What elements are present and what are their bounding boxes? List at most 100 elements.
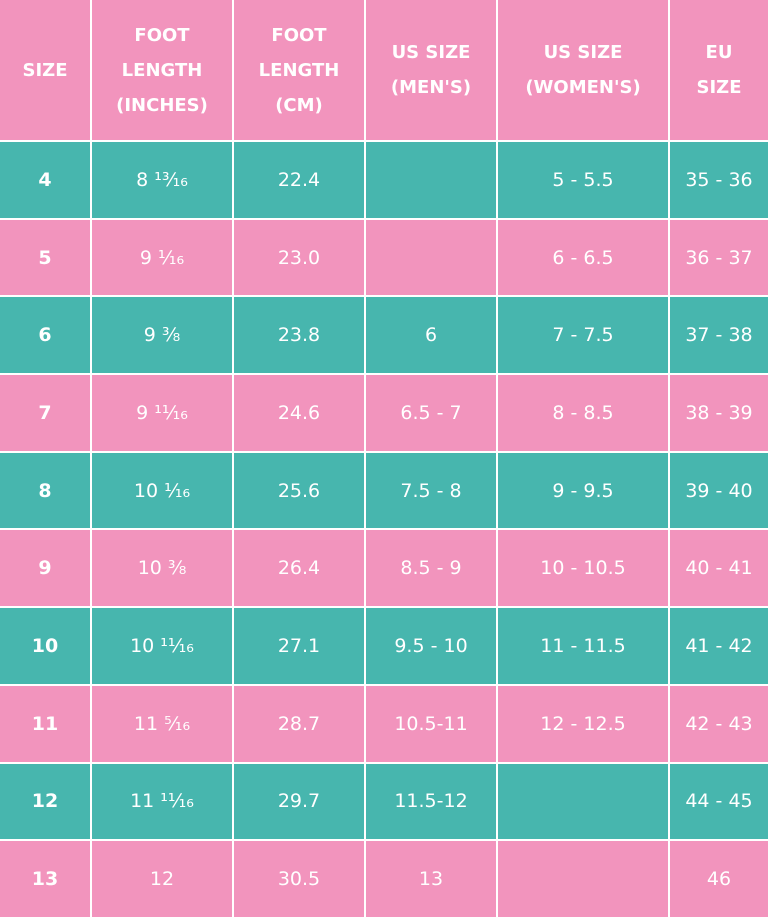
- cell-text: 7.5 - 8: [400, 479, 462, 502]
- header-line: LENGTH: [258, 59, 340, 81]
- table-cell: 46: [670, 841, 768, 917]
- table-cell: 10 ¹¹⁄₁₆: [92, 608, 232, 684]
- cell-text: 38 - 39: [685, 401, 753, 424]
- cell-text: 11 - 11.5: [540, 635, 626, 658]
- table-cell: 13: [366, 841, 496, 917]
- cell-text: 23.8: [277, 324, 321, 347]
- size-cell: 13: [0, 841, 90, 917]
- table-cell: 22.4: [234, 142, 364, 218]
- header-line: SIZE: [696, 77, 742, 98]
- cell-text: 12: [149, 868, 175, 891]
- table-cell: [498, 841, 668, 917]
- table-cell: 6 - 6.5: [498, 219, 668, 296]
- table-cell: 10 ³⁄₈: [92, 530, 232, 607]
- table-cell: 23.8: [234, 297, 364, 374]
- cell-text: 9 ¹¹⁄₁₆: [136, 401, 188, 424]
- cell-text: 10.5-11: [394, 712, 468, 735]
- table-cell: [366, 219, 496, 296]
- cell-text: 9: [38, 557, 52, 580]
- table-cell: 6: [366, 297, 496, 374]
- table-cell: 36 - 37: [670, 219, 768, 296]
- cell-text: 35 - 36: [685, 168, 753, 191]
- table-cell: 35 - 36: [670, 142, 768, 218]
- table-cell: 44 - 45: [670, 763, 768, 840]
- size-cell: 8: [0, 452, 90, 529]
- cell-text: 8 ¹³⁄₁₆: [136, 168, 188, 191]
- cell-text: 24.6: [277, 401, 321, 424]
- cell-text: 6 - 6.5: [552, 246, 614, 269]
- cell-text: 6: [424, 324, 438, 347]
- table-cell: 28.7: [234, 685, 364, 762]
- table-cell: 30.5: [234, 841, 364, 917]
- header-cell: FOOT LENGTH (CM): [234, 0, 364, 140]
- cell-text: 11.5-12: [394, 790, 468, 813]
- table-cell: 9 ³⁄₈: [92, 297, 232, 374]
- header-line: LENGTH: [121, 59, 203, 81]
- header-cell: FOOT LENGTH (INCHES): [92, 0, 232, 140]
- cell-text: 40 - 41: [685, 557, 753, 580]
- table-cell: 40 - 41: [670, 530, 768, 607]
- table-cell: 11.5-12: [366, 763, 496, 840]
- table-cell: 9 - 9.5: [498, 452, 668, 529]
- table-cell: 11 - 11.5: [498, 608, 668, 684]
- table-cell: 5 - 5.5: [498, 142, 668, 218]
- size-cell: 6: [0, 297, 90, 374]
- size-cell: 10: [0, 608, 90, 684]
- table-cell: 11 ¹¹⁄₁₆: [92, 763, 232, 840]
- cell-text: 9 ³⁄₈: [143, 324, 181, 347]
- header-line: (MEN'S): [390, 77, 472, 98]
- table-cell: 9.5 - 10: [366, 608, 496, 684]
- table-cell: 10.5-11: [366, 685, 496, 762]
- header-line: US SIZE: [391, 42, 471, 63]
- size-cell: 5: [0, 219, 90, 296]
- cell-text: 30.5: [277, 868, 321, 891]
- table-cell: 41 - 42: [670, 608, 768, 684]
- cell-text: 9.5 - 10: [394, 635, 468, 658]
- table-cell: 11 ⁵⁄₁₆: [92, 685, 232, 762]
- cell-text: 36 - 37: [685, 246, 753, 269]
- table-cell: 8 - 8.5: [498, 375, 668, 451]
- header-line: (WOMEN'S): [525, 77, 641, 98]
- size-cell: 4: [0, 142, 90, 218]
- header-line: SIZE: [22, 59, 68, 81]
- cell-text: 8.5 - 9: [400, 557, 462, 580]
- table-cell: 10 - 10.5: [498, 530, 668, 607]
- cell-text: 13: [418, 868, 444, 891]
- cell-text: 26.4: [277, 557, 321, 580]
- cell-text: 4: [38, 168, 52, 191]
- size-cell: 9: [0, 530, 90, 607]
- cell-text: 5 - 5.5: [552, 168, 614, 191]
- table-cell: 29.7: [234, 763, 364, 840]
- cell-text: 42 - 43: [685, 712, 753, 735]
- cell-text: 11 ¹¹⁄₁₆: [130, 790, 194, 813]
- table-cell: 12: [92, 841, 232, 917]
- table-cell: 25.6: [234, 452, 364, 529]
- table-cell: 27.1: [234, 608, 364, 684]
- table-cell: 38 - 39: [670, 375, 768, 451]
- cell-text: 22.4: [277, 168, 321, 191]
- header-line: US SIZE: [543, 42, 623, 63]
- cell-text: 8 - 8.5: [552, 401, 614, 424]
- header-cell: SIZE: [0, 0, 90, 140]
- cell-text: 25.6: [277, 479, 321, 502]
- header-line: FOOT: [134, 24, 190, 46]
- cell-text: 10 ¹⁄₁₆: [133, 479, 191, 502]
- table-cell: 10 ¹⁄₁₆: [92, 452, 232, 529]
- table-cell: 9 ¹¹⁄₁₆: [92, 375, 232, 451]
- cell-text: 11 ⁵⁄₁₆: [133, 712, 191, 735]
- table-cell: 9 ¹⁄₁₆: [92, 219, 232, 296]
- cell-text: 41 - 42: [685, 635, 753, 658]
- table-cell: 8.5 - 9: [366, 530, 496, 607]
- header-cell: US SIZE (WOMEN'S): [498, 0, 668, 140]
- header-cell: EU SIZE: [670, 0, 768, 140]
- cell-text: 12: [31, 790, 59, 813]
- header-line: EU: [705, 42, 733, 63]
- cell-text: 27.1: [277, 635, 321, 658]
- cell-text: 8: [38, 479, 52, 502]
- table-cell: 8 ¹³⁄₁₆: [92, 142, 232, 218]
- table-cell: 42 - 43: [670, 685, 768, 762]
- cell-text: 13: [31, 868, 59, 891]
- cell-text: 9 - 9.5: [552, 479, 614, 502]
- header-line: (INCHES): [116, 94, 208, 116]
